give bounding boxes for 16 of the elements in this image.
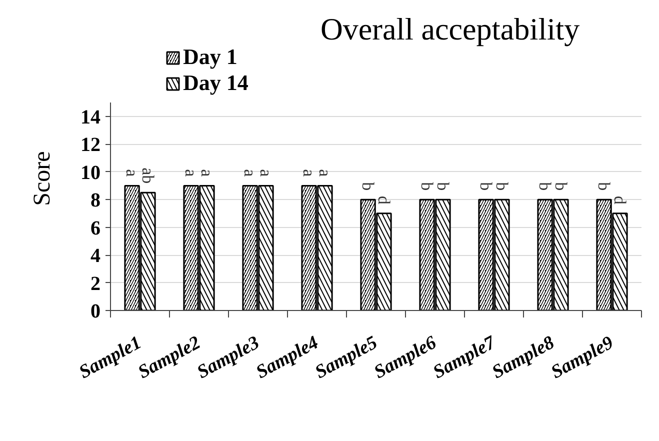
data-label: b <box>358 182 378 191</box>
y-tick-label: 4 <box>90 245 100 268</box>
y-axis-title: Score <box>30 151 56 206</box>
y-tick-label: 10 <box>80 162 100 184</box>
y-tick-label: 8 <box>90 190 100 212</box>
y-tick-label: 14 <box>80 106 100 128</box>
y-tick-label: 0 <box>90 300 100 322</box>
legend-label: Day 14 <box>183 70 248 96</box>
legend-label: Day 1 <box>183 45 238 70</box>
data-label: d <box>374 196 394 205</box>
data-label: d <box>610 196 630 205</box>
y-tick-label: 6 <box>90 217 100 240</box>
data-label: b <box>594 182 614 191</box>
chart-title: Overall acceptability <box>320 12 580 46</box>
y-tick-label: 12 <box>80 134 100 156</box>
y-tick-label: 2 <box>90 272 100 295</box>
